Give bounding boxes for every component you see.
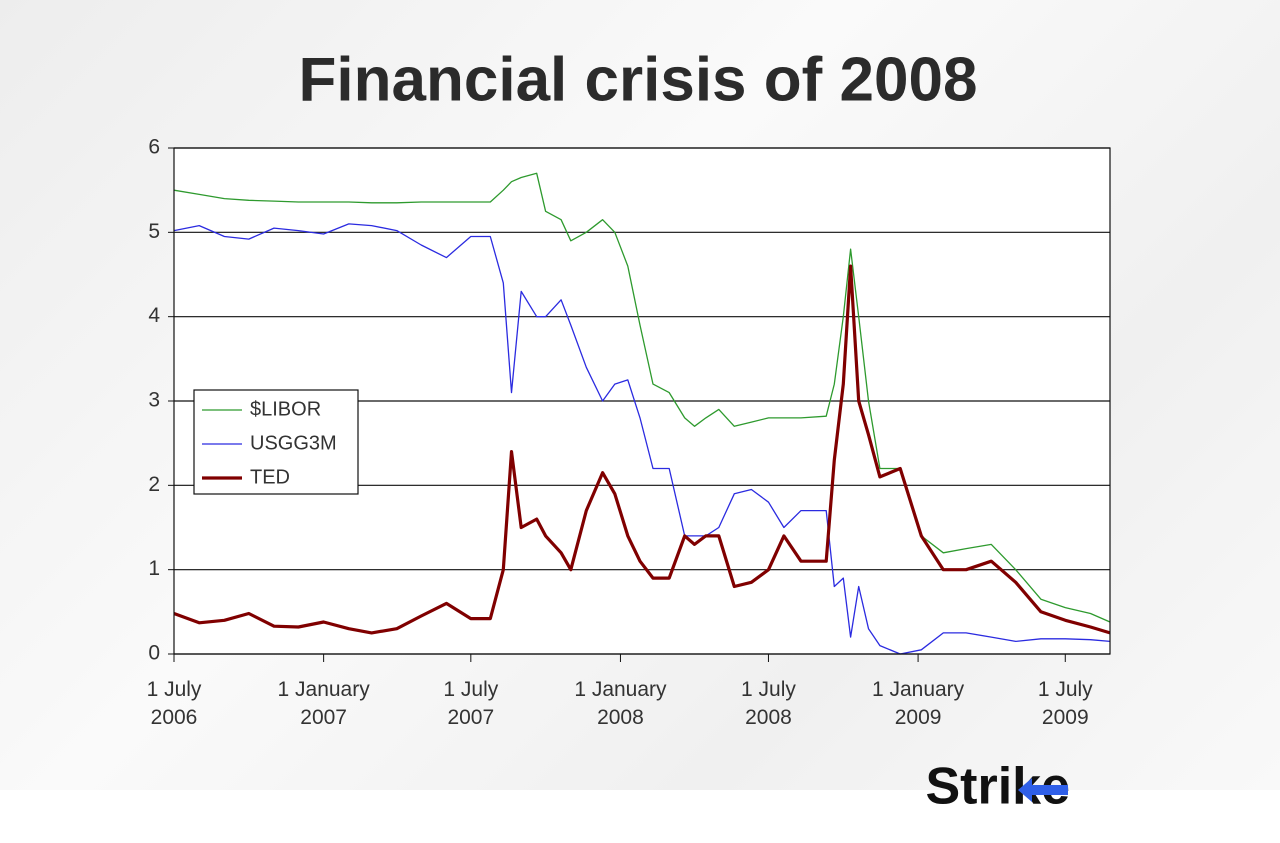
logo-arrow — [1018, 778, 1068, 802]
chart-title: Financial crisis of 2008 — [299, 45, 978, 114]
y-tick-label: 5 — [148, 220, 160, 243]
y-tick-label: 0 — [148, 642, 160, 665]
y-tick-label: 1 — [148, 557, 160, 580]
y-tick-label: 2 — [148, 473, 160, 496]
x-tick-label: 1 January 2007 — [277, 678, 370, 729]
y-tick-label: 3 — [148, 389, 160, 412]
footer-band — [0, 790, 1280, 843]
x-tick-label: 1 July 2007 — [443, 678, 499, 729]
plot-frame — [173, 147, 1111, 655]
legend-label: TED — [250, 466, 290, 488]
y-tick-label: 6 — [148, 136, 160, 159]
legend-label: USGG3M — [250, 432, 337, 454]
x-tick-label: 1 January 2008 — [574, 678, 667, 729]
x-tick-label: 1 July 2009 — [1037, 678, 1093, 729]
legend-label: $LIBOR — [250, 398, 321, 420]
y-tick-label: 4 — [148, 304, 160, 327]
x-tick-label: 1 July 2008 — [741, 678, 796, 729]
series-line — [173, 223, 1111, 655]
x-tick-label: 1 July 2006 — [146, 678, 202, 729]
x-tick-label: 1 January 2009 — [871, 678, 965, 729]
series-line — [173, 264, 1111, 635]
